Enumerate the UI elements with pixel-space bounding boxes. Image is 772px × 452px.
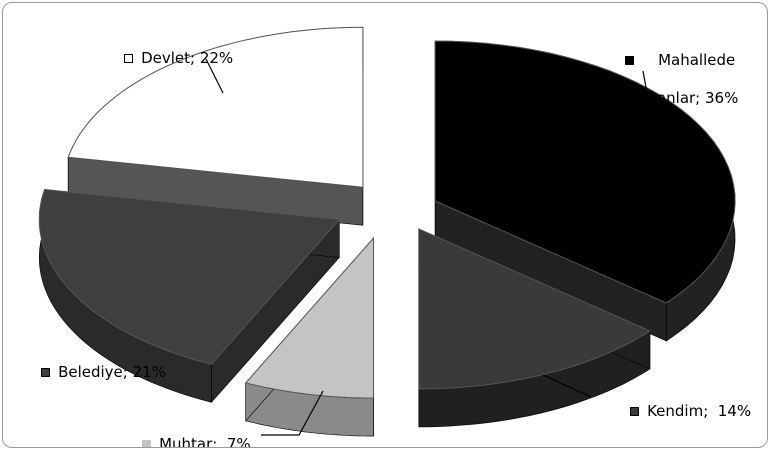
- label-devlet: Devlet; 22%: [105, 30, 233, 87]
- swatch-muhtar: [142, 440, 152, 447]
- label-muhtar-text: Muhtar; 7%: [159, 435, 251, 448]
- slice-mahallede-yasayanlar: [434, 40, 736, 304]
- pie-tops: [38, 26, 736, 399]
- chart-frame: Mahallede yaşayanlar; 36% Kendim; 14% Mu…: [2, 2, 768, 448]
- slice-muhtar: [244, 236, 374, 399]
- label-devlet-text: Devlet; 22%: [141, 49, 234, 67]
- label-kendim: Kendim; 14%: [611, 383, 751, 440]
- leader-muhtar: [261, 390, 324, 436]
- slice-belediye: [38, 188, 341, 365]
- slice-kendim: [418, 228, 651, 390]
- leader-mahallede-yasayanlar: [642, 70, 652, 116]
- swatch-belediye: [41, 368, 51, 377]
- label-belediye: Belediye; 21%: [22, 344, 166, 401]
- label-mahallede-yasayanlar-line1: Mahallede: [658, 51, 736, 69]
- pie-chart: [38, 26, 736, 437]
- swatch-devlet: [124, 54, 134, 63]
- leader-devlet: [205, 58, 224, 94]
- label-mahallede-yasayanlar: Mahallede yaşayanlar; 36%: [606, 32, 738, 146]
- leader-kendim: [542, 374, 592, 398]
- swatch-kendim: [630, 407, 640, 416]
- swatch-mahallede-yasayanlar: [625, 56, 635, 65]
- slice-devlet: [67, 26, 364, 188]
- label-muhtar: Muhtar; 7%: [123, 416, 251, 448]
- label-belediye-text: Belediye; 21%: [58, 363, 166, 381]
- label-mahallede-yasayanlar-line2: yaşayanlar; 36%: [613, 89, 739, 107]
- label-kendim-text: Kendim; 14%: [647, 402, 752, 420]
